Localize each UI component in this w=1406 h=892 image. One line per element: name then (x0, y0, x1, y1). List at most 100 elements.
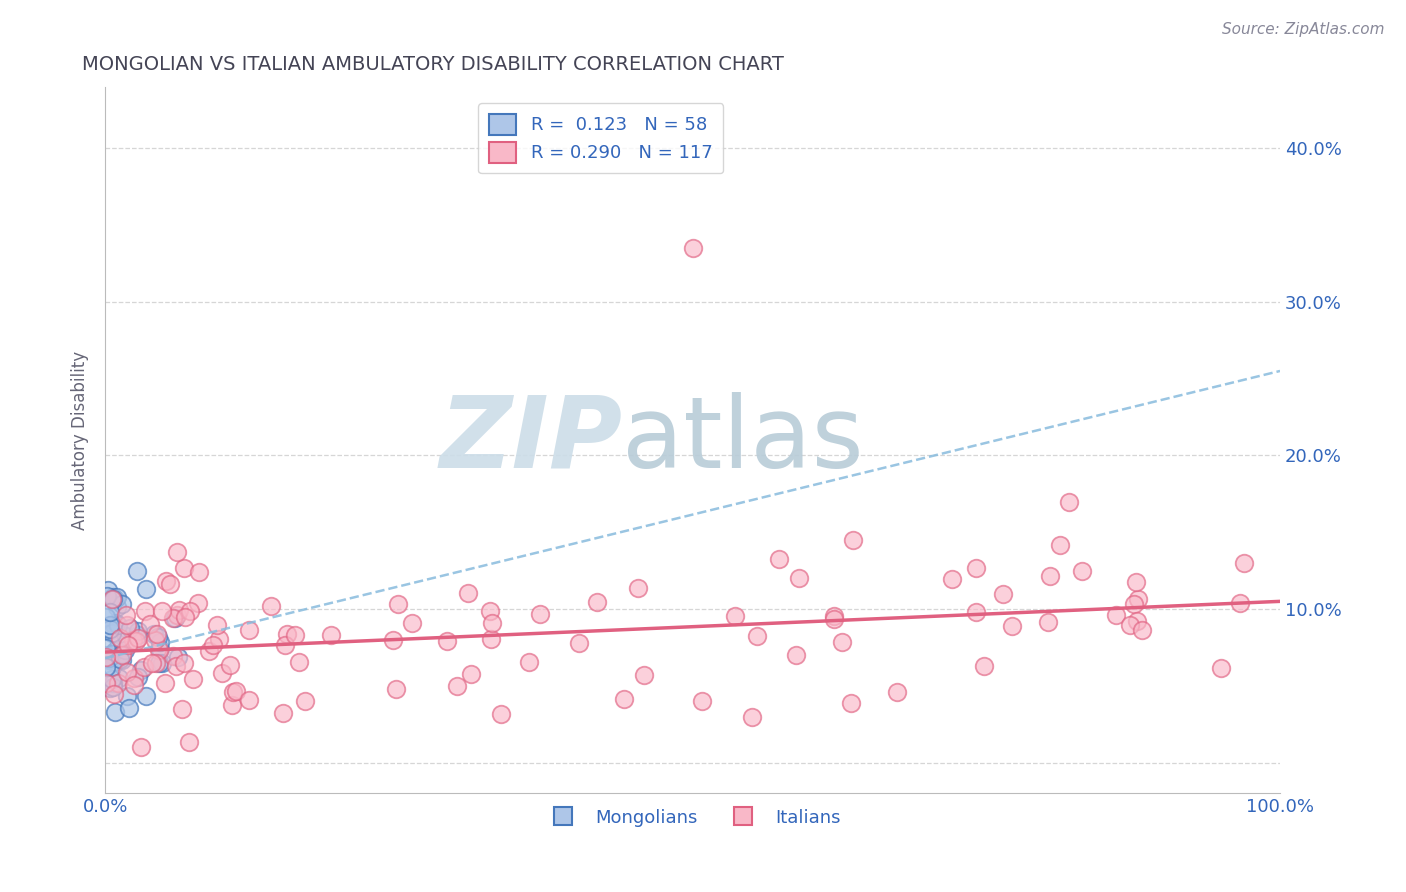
Point (115, 617, 138, 632)
Point (586, 595, 609, 609)
Point (107, 617, 129, 632)
Point (288, 655, 311, 669)
Point (321, 628, 343, 642)
Point (146, 630, 169, 644)
Point (162, 611, 184, 625)
Point (96, 589, 118, 603)
Point (125, 633, 148, 648)
Point (96, 640, 118, 655)
Point (108, 671, 131, 685)
Point (1122, 597, 1144, 611)
Point (167, 650, 190, 665)
Point (993, 587, 1015, 601)
Point (111, 648, 134, 663)
Point (96, 650, 118, 665)
Point (101, 590, 124, 604)
Point (202, 638, 225, 652)
Point (478, 604, 501, 618)
Point (163, 611, 186, 625)
Point (823, 611, 845, 625)
Legend: Mongolians, Italians: Mongolians, Italians (537, 801, 848, 834)
Point (1126, 615, 1149, 629)
Point (100, 626, 122, 640)
Point (823, 609, 845, 624)
Point (114, 608, 136, 623)
Point (98, 622, 121, 636)
Point (294, 694, 316, 708)
Point (139, 616, 162, 631)
Point (104, 644, 127, 658)
Point (276, 626, 298, 640)
Point (1071, 564, 1094, 578)
Point (135, 689, 157, 703)
Point (153, 676, 176, 690)
Point (118, 621, 141, 635)
Point (111, 653, 134, 667)
Point (148, 656, 170, 670)
Point (96, 650, 118, 665)
Point (173, 656, 195, 670)
Point (101, 647, 124, 661)
Point (1057, 494, 1080, 508)
Point (107, 637, 129, 651)
Point (682, 241, 704, 255)
Point (96, 610, 118, 624)
Point (166, 545, 188, 559)
Point (965, 605, 987, 619)
Point (613, 691, 636, 706)
Point (627, 581, 650, 595)
Point (129, 663, 152, 677)
Point (839, 696, 862, 710)
Point (122, 678, 145, 692)
Point (100, 605, 122, 619)
Point (134, 604, 156, 618)
Point (150, 604, 173, 618)
Point (115, 689, 138, 703)
Text: ZIP: ZIP (439, 392, 621, 489)
Point (208, 632, 231, 647)
Point (1229, 596, 1251, 610)
Point (517, 656, 540, 670)
Point (149, 642, 172, 657)
Point (149, 635, 172, 649)
Text: atlas: atlas (621, 392, 863, 489)
Point (973, 659, 995, 673)
Point (401, 616, 423, 631)
Point (460, 667, 482, 681)
Point (1001, 619, 1024, 633)
Point (690, 694, 713, 708)
Point (271, 706, 294, 721)
Point (122, 633, 145, 648)
Point (117, 638, 139, 652)
Point (143, 632, 166, 647)
Point (127, 564, 149, 578)
Point (100, 624, 122, 638)
Point (529, 607, 551, 621)
Point (127, 631, 149, 645)
Point (148, 642, 170, 657)
Point (187, 596, 209, 610)
Point (98, 681, 121, 695)
Point (167, 603, 190, 617)
Point (1126, 591, 1149, 606)
Point (107, 650, 129, 665)
Point (134, 659, 156, 673)
Point (98, 650, 121, 665)
Point (831, 635, 853, 649)
Point (479, 632, 502, 646)
Point (179, 734, 201, 748)
Point (127, 624, 149, 638)
Point (207, 617, 229, 632)
Point (489, 706, 512, 721)
Point (741, 710, 763, 724)
Point (387, 598, 409, 612)
Point (211, 666, 233, 681)
Point (481, 616, 503, 631)
Point (103, 676, 125, 690)
Point (110, 631, 132, 645)
Point (173, 610, 195, 624)
Point (457, 586, 479, 600)
Point (101, 681, 124, 695)
Point (101, 591, 124, 606)
Point (103, 687, 125, 701)
